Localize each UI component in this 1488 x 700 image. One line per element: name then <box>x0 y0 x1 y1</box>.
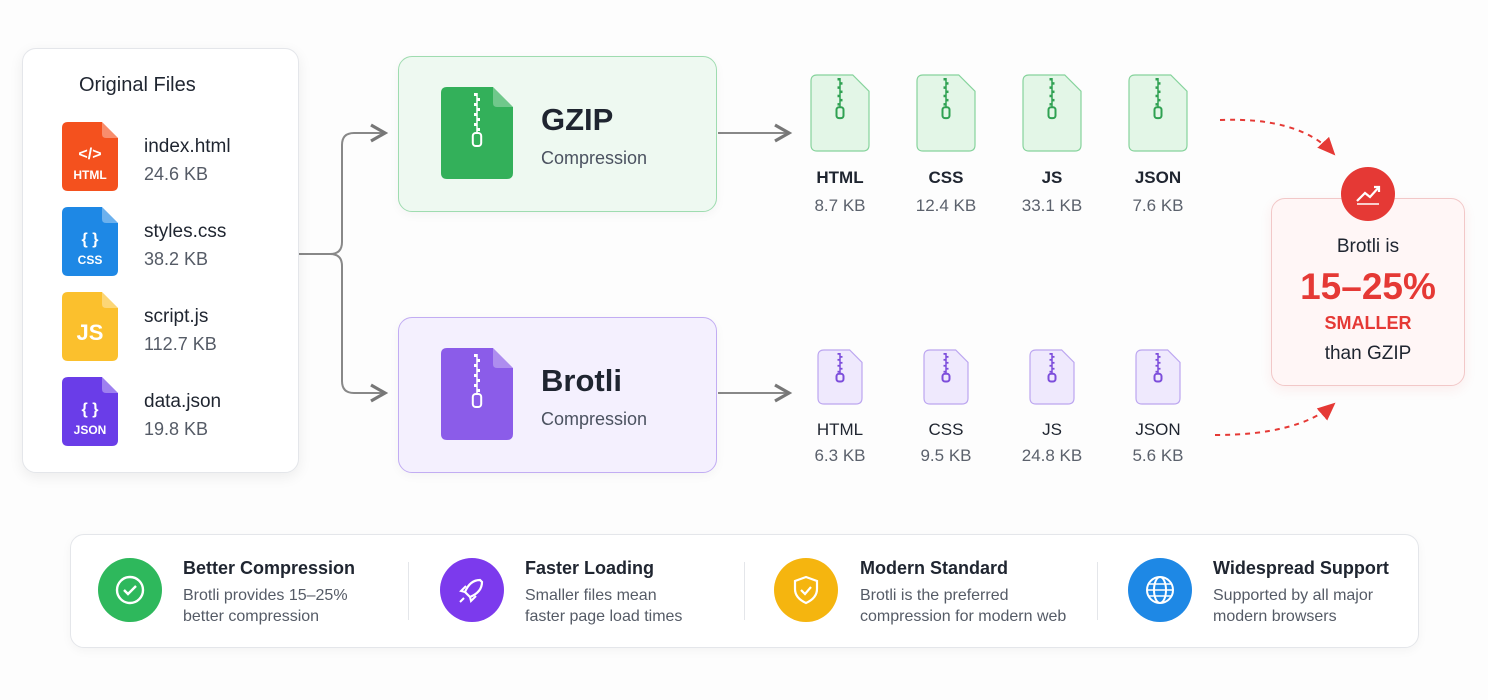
feature-title: Better Compression <box>183 558 356 578</box>
file-icon <box>62 122 118 191</box>
output-size: 12.4 KB <box>915 196 977 215</box>
compressed-file-icon <box>1135 349 1181 405</box>
dashed-arrow <box>1214 402 1336 436</box>
feature-description: modern browsers <box>1213 608 1337 625</box>
feature-description: faster page load times <box>525 608 683 625</box>
output-label: JS <box>1041 168 1063 187</box>
file-icon-tag: JSON <box>73 423 107 437</box>
output-size: 5.6 KB <box>1132 446 1184 465</box>
file-icon <box>62 377 118 446</box>
output-size: 33.1 KB <box>1021 196 1083 215</box>
feature-description: Supported by all major <box>1213 587 1374 604</box>
output-label: JS <box>1042 420 1062 439</box>
output-label: HTML <box>816 168 864 187</box>
callout-line2: SMALLER <box>1324 313 1412 333</box>
card-title: Original Files <box>79 74 196 96</box>
file-size: 24.6 KB <box>144 164 209 184</box>
output-size: 7.6 KB <box>1132 196 1184 215</box>
file-icon-symbol: { } <box>81 231 99 248</box>
file-name: styles.css <box>144 221 227 242</box>
output-label: JSON <box>1134 168 1182 187</box>
feature-description: Brotli is the preferred <box>860 587 1009 604</box>
brotli-title: Brotli <box>541 363 622 398</box>
compressed-file-icon <box>1022 74 1082 152</box>
feature-icon <box>440 558 504 622</box>
file-size: 112.7 KB <box>144 334 217 354</box>
callout-line1: Brotli is <box>1336 236 1400 257</box>
file-name: index.html <box>144 136 231 157</box>
compressed-file-icon <box>923 349 969 405</box>
output-label: JSON <box>1135 420 1181 439</box>
brotli-icon <box>441 348 513 440</box>
feature-title: Widespread Support <box>1213 558 1389 578</box>
divider <box>744 562 745 620</box>
gzip-icon <box>441 87 513 179</box>
file-icon-tag: CSS <box>77 253 103 267</box>
gzip-subtitle: Compression <box>541 148 648 168</box>
arrow <box>329 253 389 403</box>
gzip-title: GZIP <box>541 102 614 137</box>
feature-icon <box>98 558 162 622</box>
file-name: data.json <box>144 391 222 412</box>
compressed-file-icon <box>1029 349 1075 405</box>
output-size: 8.7 KB <box>814 196 866 215</box>
output-label: CSS <box>928 420 964 439</box>
feature-title: Modern Standard <box>860 558 1009 578</box>
file-size: 19.8 KB <box>144 419 209 439</box>
file-icon <box>62 207 118 276</box>
file-icon <box>62 292 118 361</box>
feature-description: Brotli provides 15–25% <box>183 587 348 604</box>
compressed-file-icon <box>810 74 870 152</box>
trend-icon <box>1341 167 1395 221</box>
callout-box <box>1271 198 1465 386</box>
output-size: 6.3 KB <box>814 446 866 465</box>
divider <box>1097 562 1098 620</box>
compressed-file-icon <box>916 74 976 152</box>
brotli-subtitle: Compression <box>541 409 648 429</box>
file-icon-symbol: { } <box>81 401 99 418</box>
file-size: 38.2 KB <box>144 249 209 269</box>
output-label: HTML <box>816 420 864 439</box>
dashed-arrow <box>1219 118 1336 156</box>
file-icon-symbol: </> <box>78 146 102 163</box>
callout-highlight: 15–25% <box>1300 266 1436 307</box>
file-icon-symbol: JS <box>76 320 104 345</box>
feature-description: better compression <box>183 608 320 625</box>
feature-icon <box>1128 558 1192 622</box>
compressed-file-icon <box>1128 74 1188 152</box>
file-icon-tag: HTML <box>73 168 107 182</box>
arrow <box>298 123 389 255</box>
feature-icon <box>774 558 838 622</box>
feature-description: compression for modern web <box>860 608 1067 625</box>
compressed-file-icon <box>817 349 863 405</box>
output-size: 24.8 KB <box>1021 446 1083 465</box>
feature-title: Faster Loading <box>525 558 655 578</box>
callout-line3: than GZIP <box>1324 343 1412 364</box>
file-name: script.js <box>144 306 209 327</box>
divider <box>408 562 409 620</box>
output-label: CSS <box>928 168 964 187</box>
output-size: 9.5 KB <box>920 446 972 465</box>
feature-description: Smaller files mean <box>525 587 657 604</box>
